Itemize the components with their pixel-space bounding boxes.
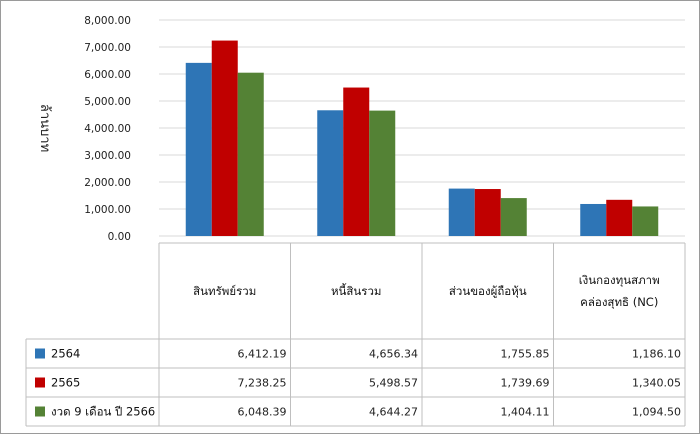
legend-label: 2565 xyxy=(51,376,80,390)
legend-swatch xyxy=(35,348,45,359)
y-tick-label: 1,000.00 xyxy=(84,204,131,216)
y-tick-label: 3,000.00 xyxy=(84,150,131,162)
bars xyxy=(185,40,659,237)
category-label: ส่วนของผู้ถือหุ้น xyxy=(449,284,527,298)
legend-label: งวด 9 เดือน ปี 2566 xyxy=(51,405,155,419)
data-value: 1,755.85 xyxy=(501,348,550,361)
bar xyxy=(343,87,370,237)
data-value: 4,644.27 xyxy=(369,406,418,419)
category-label: สินทรัพย์รวม xyxy=(193,284,256,298)
y-tick-label: 5,000.00 xyxy=(84,96,131,108)
data-value: 1,094.50 xyxy=(632,406,681,419)
data-value: 5,498.57 xyxy=(369,377,418,390)
y-tick-label: 2,000.00 xyxy=(84,177,131,189)
y-tick-label: 6,000.00 xyxy=(84,69,131,81)
legend-label: 2564 xyxy=(51,347,80,361)
data-value: 6,048.39 xyxy=(238,406,287,419)
data-value: 4,656.34 xyxy=(369,348,418,361)
data-value: 6,412.19 xyxy=(238,348,287,361)
bar xyxy=(606,199,633,236)
y-axis-label: ล้านบาท xyxy=(37,104,52,152)
data-value: 1,340.05 xyxy=(632,377,681,390)
y-tick-label: 4,000.00 xyxy=(84,123,131,135)
data-value: 7,238.25 xyxy=(238,377,287,390)
data-value: 1,739.69 xyxy=(501,377,550,390)
data-value: 1,404.11 xyxy=(501,406,550,419)
category-label: หนี้สินรวม xyxy=(331,283,382,298)
y-tick-label: 0.00 xyxy=(108,231,131,243)
bar xyxy=(500,198,527,236)
bar xyxy=(237,72,264,236)
bar xyxy=(580,203,607,236)
legend-swatch xyxy=(35,377,45,388)
data-table: สินทรัพย์รวม หนี้สินรวม ส่วนของผู้ถือหุ้น เ… xyxy=(25,242,686,427)
bar xyxy=(317,110,344,236)
category-label: เงินกองทุนสภาพ xyxy=(579,273,660,287)
bar xyxy=(474,189,501,236)
bar xyxy=(369,110,396,236)
legend-swatch xyxy=(35,406,45,417)
y-tick-label: 8,000.00 xyxy=(84,15,131,27)
bar xyxy=(211,40,238,237)
category-label: คล่องสุทธิ (NC) xyxy=(580,295,658,309)
bar xyxy=(448,188,475,236)
y-axis: 0.00 1,000.00 2,000.00 3,000.00 4,000.00 5,00… xyxy=(84,15,131,243)
bar xyxy=(185,62,212,237)
bar xyxy=(632,206,659,236)
y-tick-label: 7,000.00 xyxy=(84,42,131,54)
data-value: 1,186.10 xyxy=(632,348,681,361)
